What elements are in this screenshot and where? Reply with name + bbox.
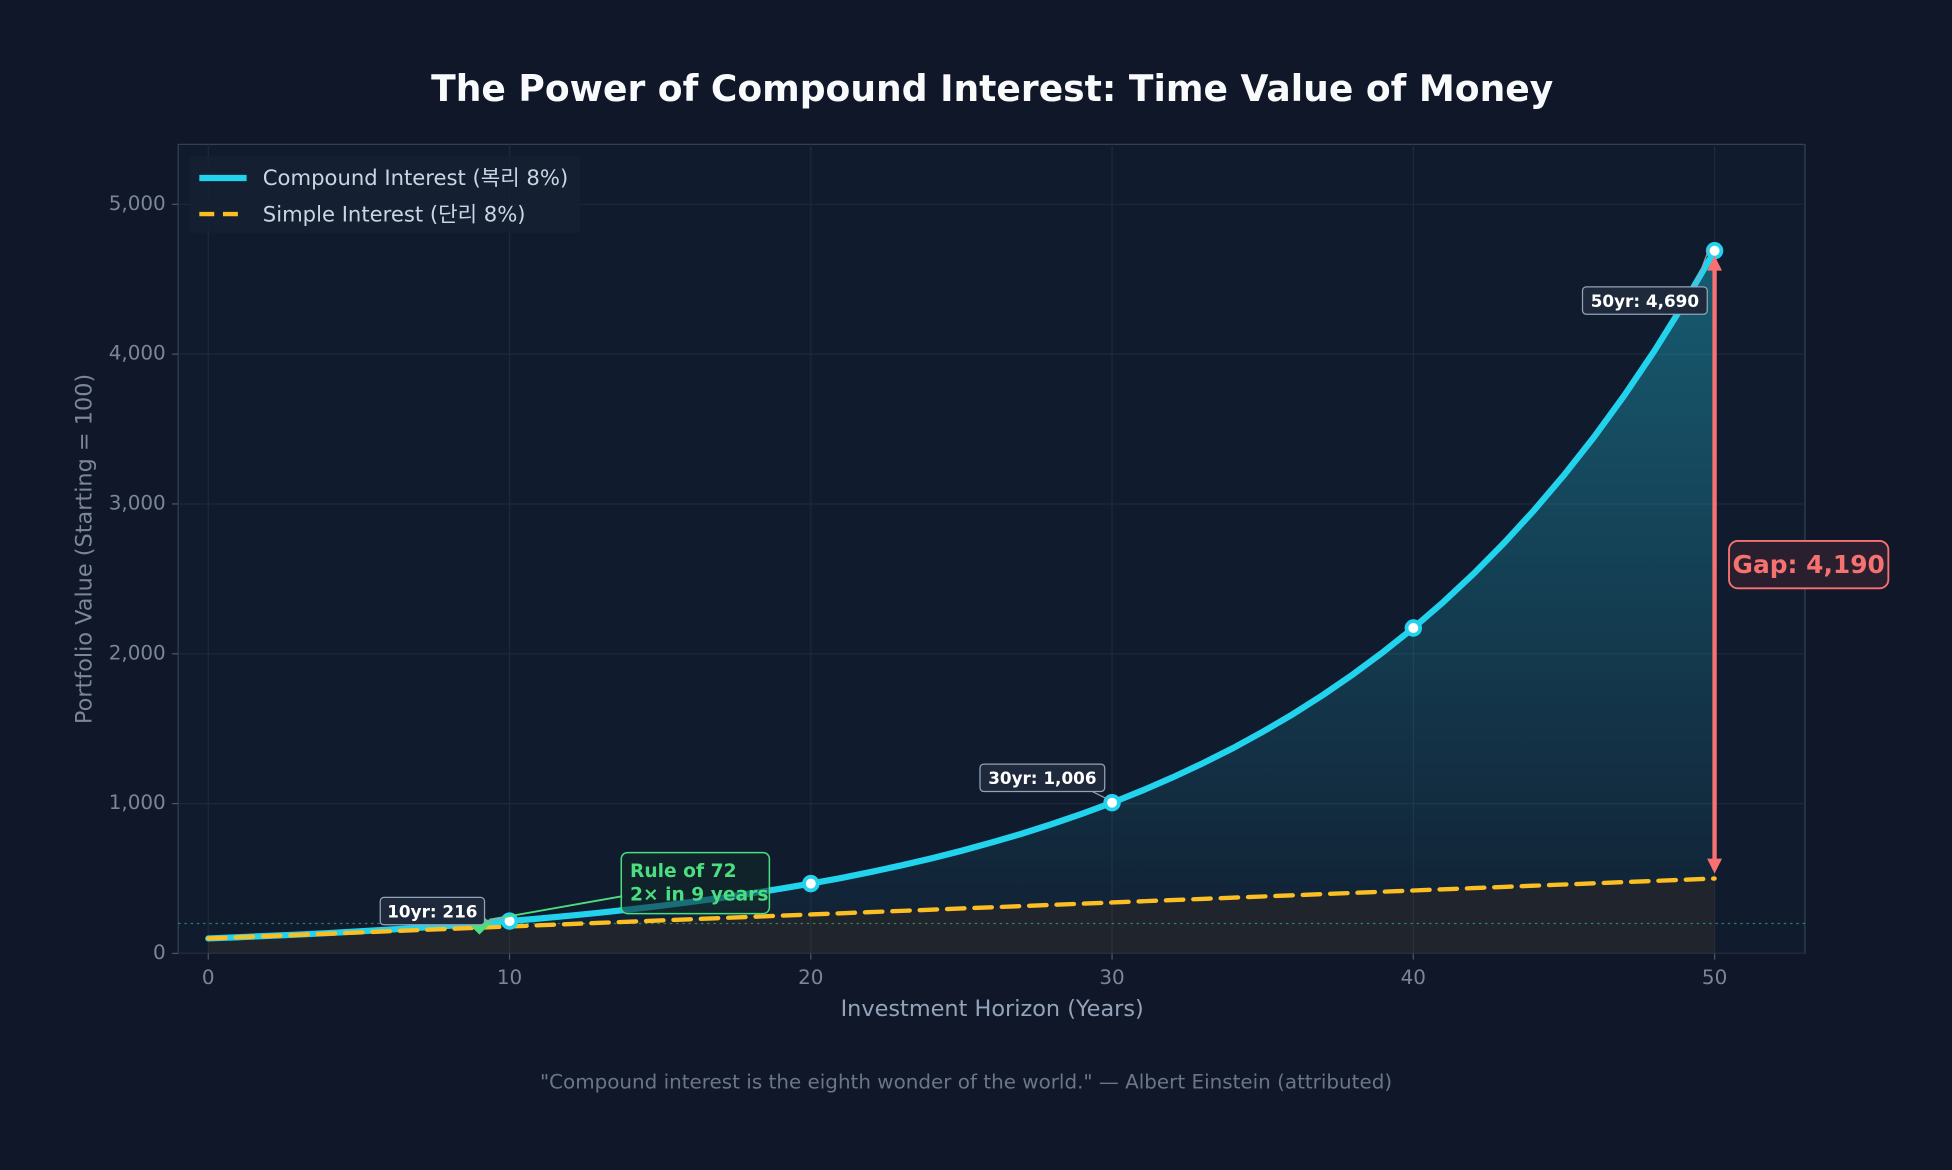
data-marker bbox=[1705, 242, 1724, 260]
gap-arrowhead bbox=[1707, 255, 1723, 271]
y-tick-label: 0 bbox=[153, 941, 166, 964]
series-line bbox=[206, 876, 1717, 941]
gap-label: Gap: 4,190 bbox=[1733, 550, 1885, 579]
doubling-connector bbox=[489, 895, 623, 921]
x-tick-label: 20 bbox=[798, 966, 823, 989]
data-marker bbox=[1404, 619, 1423, 637]
x-tick-label: 10 bbox=[497, 966, 522, 989]
doubling-title: Rule of 72 bbox=[630, 861, 737, 882]
x-tick-label: 30 bbox=[1099, 966, 1124, 989]
y-tick-label: 5,000 bbox=[109, 192, 166, 215]
gap-box bbox=[1728, 540, 1890, 590]
data-marker bbox=[802, 874, 820, 893]
chart-title: The Power of Compound Interest: Time Val… bbox=[431, 68, 1553, 110]
x-tick-label: 50 bbox=[1702, 966, 1727, 989]
annotation-box bbox=[1581, 286, 1708, 315]
annotation-box bbox=[979, 763, 1106, 793]
annotation-label: 50yr: 4,690 bbox=[1591, 291, 1699, 311]
x-axis-label: Investment Horizon (Years) bbox=[841, 996, 1144, 1022]
gap-arrowhead bbox=[1707, 858, 1723, 874]
legend-box bbox=[189, 155, 581, 233]
legend-label: Simple Interest (단리 8%) bbox=[263, 201, 526, 226]
doubling-box bbox=[620, 851, 771, 915]
annotation-connector bbox=[1694, 246, 1711, 288]
y-axis-label: Portfolio Value (Starting = 100) bbox=[71, 374, 97, 724]
doubling-text: 2× in 9 years bbox=[630, 884, 768, 905]
x-tick-label: 40 bbox=[1401, 966, 1426, 989]
y-tick-label: 2,000 bbox=[109, 641, 166, 664]
data-marker bbox=[1103, 793, 1121, 812]
annotation-box bbox=[379, 896, 486, 926]
y-tick-label: 3,000 bbox=[109, 491, 166, 514]
legend-label: Compound Interest (복리 8%) bbox=[263, 165, 568, 190]
footnote: "Compound interest is the eighth wonder … bbox=[540, 1070, 1392, 1093]
y-tick-label: 4,000 bbox=[109, 342, 166, 365]
simple-area bbox=[208, 878, 1715, 954]
annotation-label: 30yr: 1,006 bbox=[988, 768, 1096, 788]
annotation-connector bbox=[1091, 790, 1108, 800]
x-tick-label: 0 bbox=[202, 966, 215, 989]
y-tick-label: 1,000 bbox=[109, 791, 166, 814]
compound-area bbox=[208, 250, 1715, 939]
annotation-label: 10yr: 216 bbox=[387, 901, 477, 921]
